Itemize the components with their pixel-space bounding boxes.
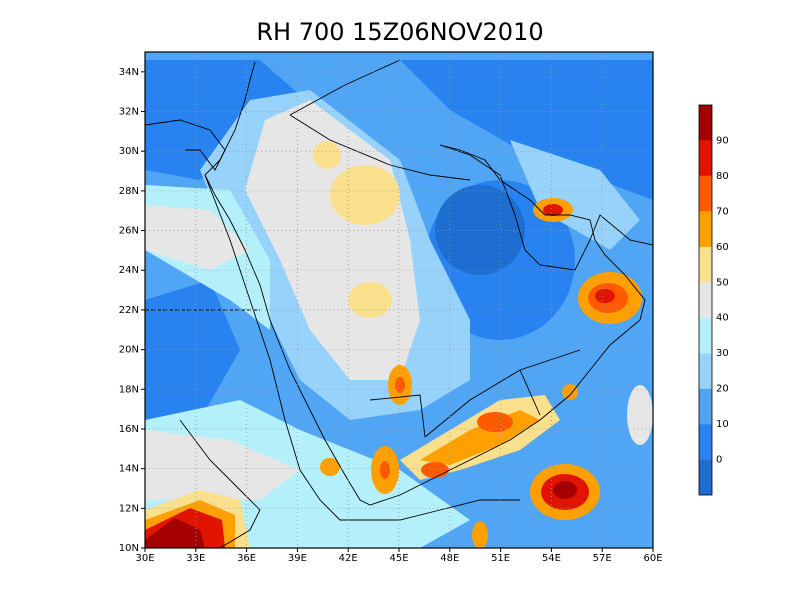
lat-tick-label: 22N	[119, 305, 139, 316]
lon-tick-label: 57E	[593, 553, 612, 564]
colorbar-box	[699, 317, 712, 354]
colorbar-box	[699, 175, 712, 212]
coastlines	[145, 61, 653, 548]
colorbar-label: 20	[716, 384, 729, 395]
lat-tick-label: 14N	[119, 464, 139, 475]
lon-tick-label: 39E	[288, 553, 307, 564]
colorbar-box	[699, 388, 712, 425]
colorbar-label: 70	[716, 206, 729, 217]
lon-tick-label: 54E	[542, 553, 561, 564]
colorbar-box	[699, 282, 712, 318]
grid: 30E 33E 36E 39E 42E 45E 48E 51E 54E 57E 60E 10N 12N 1…	[119, 52, 663, 564]
lat-tick-label: 18N	[119, 384, 139, 395]
lat-tick-label: 30N	[119, 146, 139, 157]
lon-tick-label: 42E	[339, 553, 358, 564]
lon-tick-label: 36E	[237, 553, 256, 564]
colorbar-box	[699, 246, 712, 283]
colorbar-box	[699, 424, 712, 460]
lat-tick-label: 26N	[119, 226, 139, 237]
colorbar-label: 0	[716, 455, 722, 466]
colorbar-frame	[698, 104, 713, 496]
map-frame	[144, 51, 654, 549]
colorbar-box	[699, 353, 712, 389]
lat-tick-label: 12N	[119, 503, 139, 514]
colorbar-label: 50	[716, 277, 729, 288]
colorbar: 0 10 20 30 40 50 60 70 80 90	[698, 104, 729, 496]
colorbar-label: 60	[716, 242, 729, 253]
lat-tick-label: 28N	[119, 186, 139, 197]
colorbar-box	[699, 105, 712, 141]
lat-tick-label: 32N	[119, 107, 139, 118]
lat-tick-label: 24N	[119, 265, 139, 276]
lat-tick-label: 20N	[119, 345, 139, 356]
colorbar-label: 40	[716, 313, 729, 324]
lat-tick-label: 16N	[119, 424, 139, 435]
colorbar-box	[699, 140, 712, 176]
colorbar-label: 10	[716, 419, 729, 430]
colorbar-label: 90	[716, 135, 729, 146]
lon-tick-label: 48E	[440, 553, 459, 564]
title: RH 700 15Z06NOV2010	[256, 18, 543, 46]
borders	[145, 59, 581, 438]
lon-tick-label: 33E	[186, 553, 205, 564]
lon-tick-label: 60E	[643, 553, 662, 564]
lon-tick-label: 51E	[491, 553, 510, 564]
colorbar-box	[699, 211, 712, 247]
rh-field	[145, 52, 653, 548]
lon-tick-label: 30E	[135, 553, 154, 564]
colorbar-box	[699, 459, 712, 495]
lon-tick-label: 45E	[389, 553, 408, 564]
lat-tick-label: 34N	[119, 67, 139, 78]
colorbar-label: 30	[716, 348, 729, 359]
colorbar-label: 80	[716, 171, 729, 182]
lat-tick-label: 10N	[119, 543, 139, 554]
